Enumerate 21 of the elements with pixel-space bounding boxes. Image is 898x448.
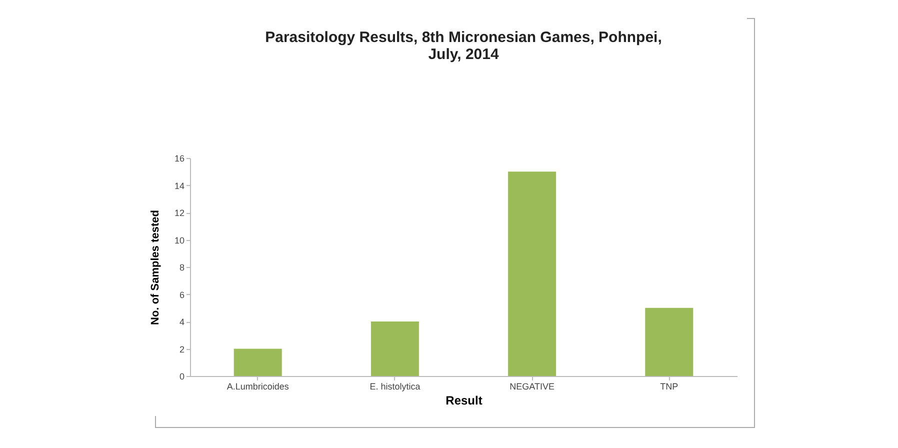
y-tick-label: 8 xyxy=(179,262,184,272)
text: Parasitology Results, 8th Micronesian Games, Pohnpei, xyxy=(265,29,662,46)
x-tick-label: E. histolytica xyxy=(370,382,420,392)
y-tick-label: 14 xyxy=(174,180,184,191)
y-tick-label: 4 xyxy=(179,317,184,327)
bar xyxy=(370,322,419,376)
y-tick-label: 16 xyxy=(174,154,184,164)
x-tick-label: NEGATIVE xyxy=(510,382,554,392)
bar xyxy=(508,172,556,376)
x-tick-label: A.Lumbricoides xyxy=(226,382,290,392)
y-tick-label: 0 xyxy=(179,372,184,382)
text: July, 2014 xyxy=(428,46,499,63)
x-axis-title: Result xyxy=(446,394,482,408)
y-tick-label: 12 xyxy=(174,208,184,218)
y-axis-title: No. of Samples tested xyxy=(149,210,162,325)
bar xyxy=(645,308,694,376)
y-tick-label: 2 xyxy=(179,344,184,354)
y-tick-label: 6 xyxy=(179,290,184,300)
bar xyxy=(234,348,282,376)
y-tick-label: 10 xyxy=(174,235,184,246)
x-tick-label: TNP xyxy=(660,382,678,392)
